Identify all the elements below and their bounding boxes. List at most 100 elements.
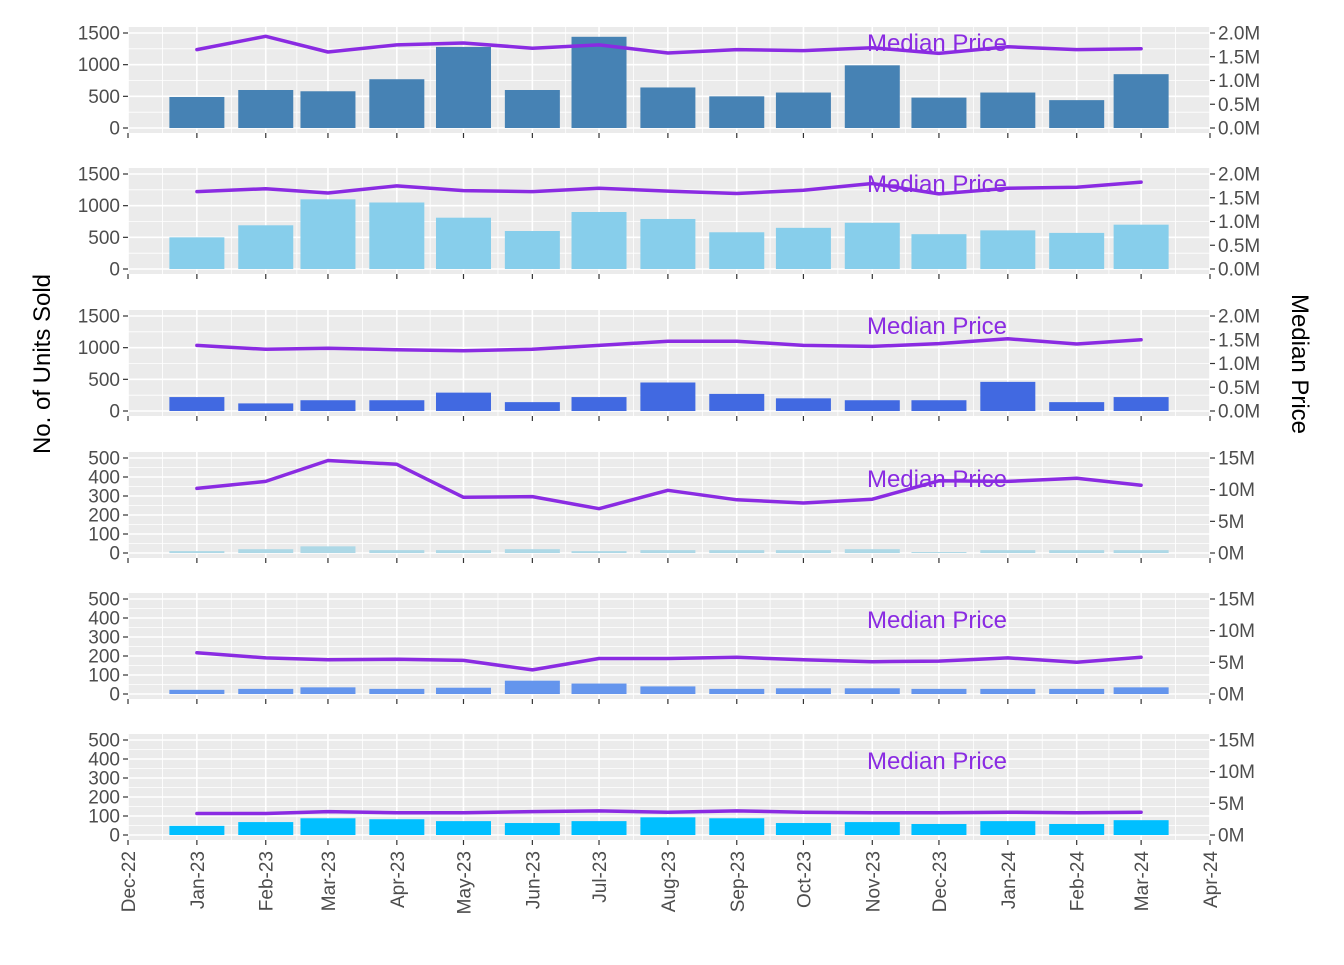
right-tick-label: 2.0M: [1218, 307, 1260, 328]
bar-2023-05-01: [435, 392, 491, 411]
x-tick-label: Jan-24: [999, 851, 1020, 910]
right-tick-label: 15M: [1218, 449, 1255, 470]
bar-2023-07-01: [571, 821, 627, 835]
bar-2023-10-01: [775, 823, 831, 835]
right-tick-label: 1.5M: [1218, 47, 1260, 68]
x-tick-label: Mar-24: [1132, 851, 1153, 912]
bar-2023-12-01: [911, 552, 967, 553]
left-tick-label: 500: [88, 370, 120, 391]
bar-2023-02-01: [238, 549, 294, 553]
right-tick-label: 0M: [1218, 685, 1244, 706]
right-tick-label: 1.0M: [1218, 212, 1260, 233]
bar-2023-07-01: [571, 212, 627, 269]
median-price-label: Median Price: [867, 466, 1007, 493]
bar-2023-12-01: [911, 400, 967, 411]
left-tick-label: 100: [88, 807, 120, 828]
left-tick-label: 300: [88, 628, 120, 649]
median-price-line: [195, 34, 1143, 56]
x-tick-label: May-23: [455, 851, 476, 914]
panel-2: Median Price 0 500 1000 1500 0.0M 0.5M 1.0M 1.5M…: [78, 165, 1261, 281]
bar-2024-03-01: [1113, 687, 1169, 694]
right-tick-label: 0.5M: [1218, 378, 1260, 399]
bar-2024-03-01: [1113, 820, 1169, 835]
left-tick-label: 200: [88, 647, 120, 668]
bar-2023-11-01: [844, 688, 900, 694]
x-tick-label: Dec-23: [930, 851, 951, 912]
bar-2023-04-01: [369, 400, 425, 411]
right-tick-label: 0M: [1218, 826, 1244, 847]
bar-2024-01-01: [980, 550, 1036, 553]
bar-2023-05-01: [435, 687, 491, 694]
bar-2023-06-01: [504, 680, 560, 694]
bar-2023-06-01: [504, 823, 560, 835]
bar-2024-03-01: [1113, 74, 1169, 128]
bar-2023-12-01: [911, 688, 967, 694]
bar-2023-09-01: [709, 550, 765, 553]
bar-2023-06-01: [504, 402, 560, 411]
bar-2024-01-01: [980, 92, 1036, 128]
panel-background: [128, 593, 1210, 699]
bar-2023-07-01: [571, 683, 627, 694]
bar-2023-03-01: [300, 546, 356, 553]
bar-2023-05-01: [435, 46, 491, 128]
bar-2023-07-01: [571, 397, 627, 411]
left-tick-label: 500: [88, 731, 120, 752]
left-tick-label: 1500: [78, 307, 120, 328]
bar-2023-02-01: [238, 688, 294, 694]
right-tick-label: 1.5M: [1218, 188, 1260, 209]
median-price-line: [195, 651, 1143, 672]
right-tick-label: 0.0M: [1218, 402, 1260, 423]
right-tick-label: 10M: [1218, 762, 1255, 783]
bar-2023-03-01: [300, 199, 356, 269]
bar-2023-03-01: [300, 818, 356, 835]
bar-2024-01-01: [980, 381, 1036, 411]
bar-2023-08-01: [640, 686, 696, 694]
right-tick-label: 0.0M: [1218, 119, 1260, 140]
bar-2023-05-01: [435, 821, 491, 835]
bar-2024-01-01: [980, 821, 1036, 835]
left-tick-label: 0: [109, 402, 120, 423]
bar-2023-11-01: [844, 65, 900, 128]
left-tick-label: 1500: [78, 24, 120, 45]
x-tick-label: Jan-23: [188, 851, 209, 909]
left-tick-label: 500: [88, 228, 120, 249]
bar-2023-06-01: [504, 231, 560, 269]
left-tick-label: 1000: [78, 338, 120, 359]
median-price-line: [195, 180, 1143, 196]
right-tick-label: 10M: [1218, 480, 1255, 501]
bar-2023-04-01: [369, 79, 425, 128]
right-tick-label: 15M: [1218, 731, 1255, 752]
bar-2023-01-01: [169, 825, 225, 835]
bar-2023-02-01: [238, 403, 294, 411]
median-price-label: Median Price: [867, 30, 1007, 57]
right-axis-title: Median Price: [1286, 294, 1313, 434]
bar-2023-02-01: [238, 822, 294, 835]
bar-2023-06-01: [504, 90, 560, 128]
bar-2023-11-01: [844, 222, 900, 269]
right-tick-label: 10M: [1218, 621, 1255, 642]
x-tick-label: Jul-23: [590, 851, 611, 903]
bar-2023-11-01: [844, 400, 900, 411]
bar-2023-12-01: [911, 234, 967, 269]
bar-2023-08-01: [640, 382, 696, 411]
bar-2024-03-01: [1113, 550, 1169, 553]
bar-2023-09-01: [709, 688, 765, 694]
bar-2024-02-01: [1049, 823, 1105, 835]
bar-2024-02-01: [1049, 100, 1105, 128]
left-tick-label: 0: [109, 544, 120, 565]
bar-2023-03-01: [300, 400, 356, 411]
x-tick-label: Aug-23: [659, 851, 680, 912]
bar-2023-05-01: [435, 217, 491, 269]
right-tick-label: 0.5M: [1218, 95, 1260, 116]
bar-2023-08-01: [640, 817, 696, 835]
bar-2023-10-01: [775, 92, 831, 128]
left-tick-label: 400: [88, 609, 120, 630]
bar-2023-01-01: [169, 551, 225, 553]
bar-2024-01-01: [980, 688, 1036, 694]
left-tick-label: 0: [109, 826, 120, 847]
left-tick-label: 500: [88, 590, 120, 611]
